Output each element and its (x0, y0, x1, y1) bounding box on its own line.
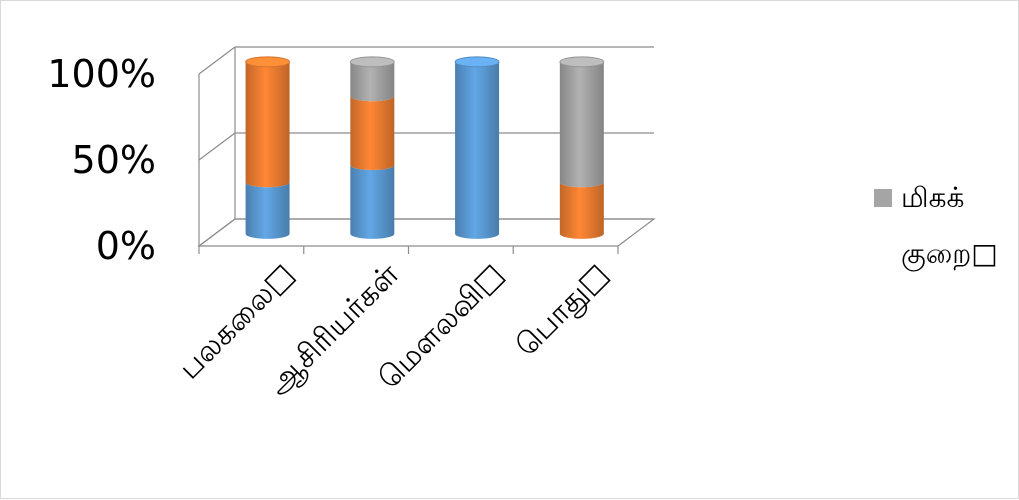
y-tick-label: 50% (72, 138, 156, 182)
bar-segment (350, 96, 395, 171)
legend: மிகக் குறை□ (874, 181, 998, 272)
bar-segment (559, 182, 604, 239)
bar-top (349, 56, 395, 68)
legend-label-line2: குறை□ (901, 237, 998, 272)
bar-segment (559, 61, 604, 188)
y-tick-label: 0% (96, 224, 156, 268)
bar-segment (350, 61, 395, 102)
gridline-side (198, 46, 236, 75)
bar-segment (350, 165, 395, 239)
bar-top (454, 56, 500, 68)
gridline-side (198, 132, 236, 161)
bar-top (245, 56, 291, 68)
bar-segment (455, 61, 500, 239)
y-axis-ticks: 0% 50% 100% (47, 52, 156, 268)
category-label: பொது□ (509, 257, 616, 364)
y-tick-label: 100% (47, 52, 156, 96)
bar-segment (245, 61, 290, 188)
bar-segment (245, 182, 290, 239)
legend-swatch (874, 189, 892, 207)
chart-bars (245, 56, 605, 239)
x-axis-categories: பலகலை□ஆசிரியர்கள்மௌலவி□பொது□ (172, 257, 616, 402)
floor (197, 218, 656, 247)
bar-top (559, 56, 605, 68)
legend-label-line1: மிகக் (901, 181, 964, 214)
